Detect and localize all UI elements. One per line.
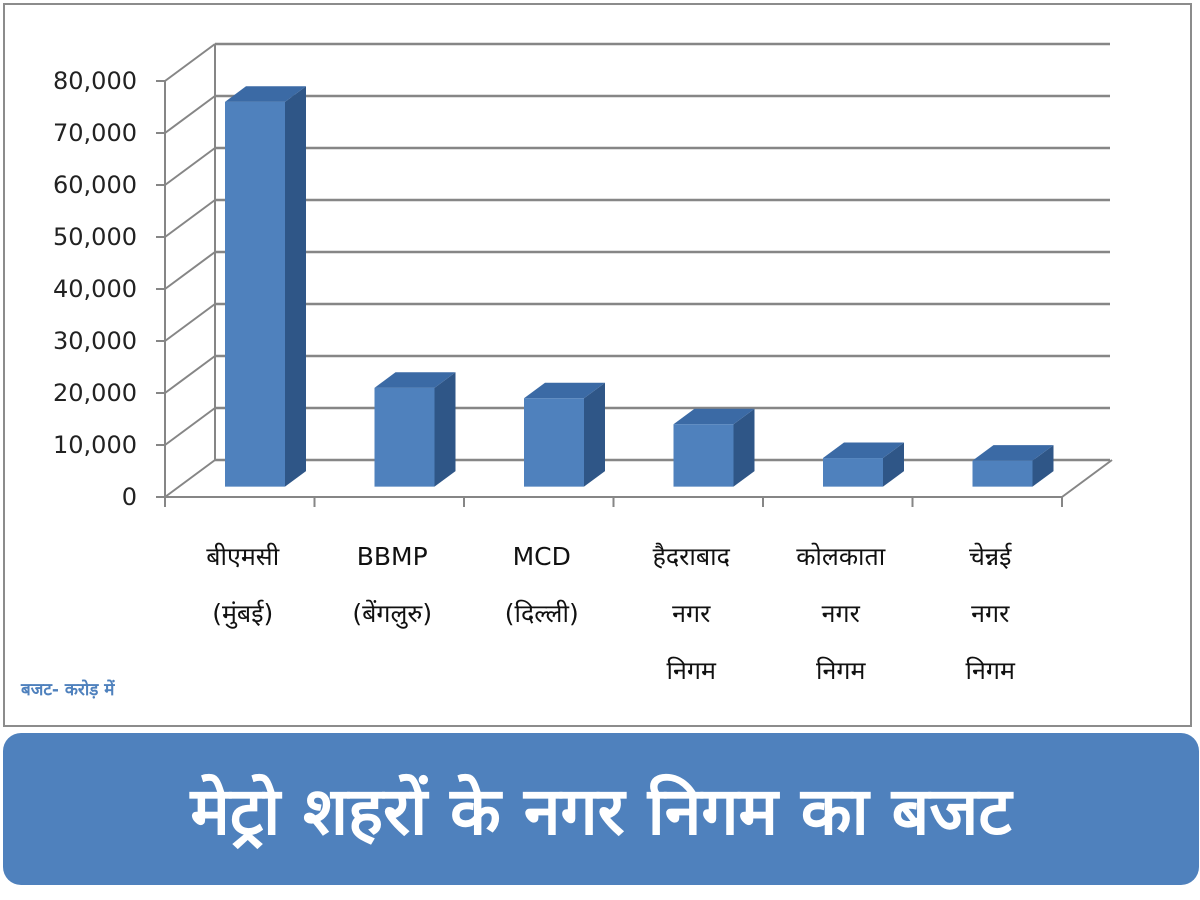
x-category-label: नगर (822, 599, 861, 628)
bar-chart: 0 10,000 20,000 30,000 40,000 50,000 60,000 70,… (53, 42, 1113, 685)
wall-diagonal (164, 199, 216, 238)
y-tick-label: 50,000 (53, 223, 137, 251)
bar-top (673, 408, 755, 425)
x-category-label: हैदराबाद (653, 542, 731, 571)
wall-diagonal (164, 303, 216, 342)
wall-diagonal (164, 407, 216, 446)
bar (673, 424, 734, 487)
bar (823, 458, 883, 487)
wall-diagonal (164, 147, 216, 186)
x-category-label: (बेंगलुरु) (352, 599, 432, 629)
x-category-label: नगर (971, 599, 1010, 628)
bar-side (733, 408, 755, 487)
x-category-label: कोलकाता (796, 542, 886, 571)
y-tick-label: 10,000 (53, 431, 137, 459)
wall-diagonal (164, 43, 216, 82)
x-category-label: निगम (816, 656, 866, 685)
bar-side (584, 382, 605, 487)
y-tick-label: 0 (122, 483, 137, 511)
bar-side (883, 442, 904, 487)
x-category-label: नगर (672, 599, 711, 628)
bar-top (225, 86, 306, 102)
x-category-label: MCD (513, 542, 571, 571)
unit-note: बजट- करोड़ में (21, 680, 115, 700)
x-category-label: BBMP (357, 542, 428, 571)
x-category-label: बीएमसी (206, 542, 279, 571)
y-tick-label: 30,000 (53, 327, 137, 355)
y-tick-label: 60,000 (53, 171, 137, 199)
x-category-label: (मुंबई) (212, 599, 273, 629)
bar-side (434, 372, 456, 487)
bar-top (823, 442, 904, 459)
bar-top (374, 372, 456, 388)
bar (524, 398, 584, 487)
title-banner: मेट्रो शहरों के नगर निगम का बजट (3, 733, 1199, 885)
y-tick-label: 40,000 (53, 275, 137, 303)
bar-side (285, 86, 306, 487)
bar-top (524, 382, 605, 399)
y-tick-label: 70,000 (53, 119, 137, 147)
y-tick-label: 80,000 (53, 67, 137, 95)
bar-top (972, 445, 1054, 461)
wall-diagonal (164, 459, 216, 498)
wall-diagonal (164, 95, 216, 134)
x-category-label: चेन्नई (969, 542, 1012, 571)
bar (972, 460, 1033, 487)
y-tick-label: 20,000 (53, 379, 137, 407)
bar (225, 101, 285, 487)
chart-title: मेट्रो शहरों के नगर निगम का बजट (190, 773, 1012, 850)
floor-edge (1061, 459, 1113, 498)
chart-frame: 0 10,000 20,000 30,000 40,000 50,000 60,000 70,… (3, 3, 1192, 727)
x-category-label: (दिल्ली) (505, 599, 579, 628)
bar (374, 387, 435, 487)
bar-side (1032, 445, 1054, 487)
wall-diagonal (164, 251, 216, 290)
wall-diagonal (164, 355, 216, 394)
x-category-label: निगम (966, 656, 1016, 685)
x-category-label: निगम (667, 656, 717, 685)
